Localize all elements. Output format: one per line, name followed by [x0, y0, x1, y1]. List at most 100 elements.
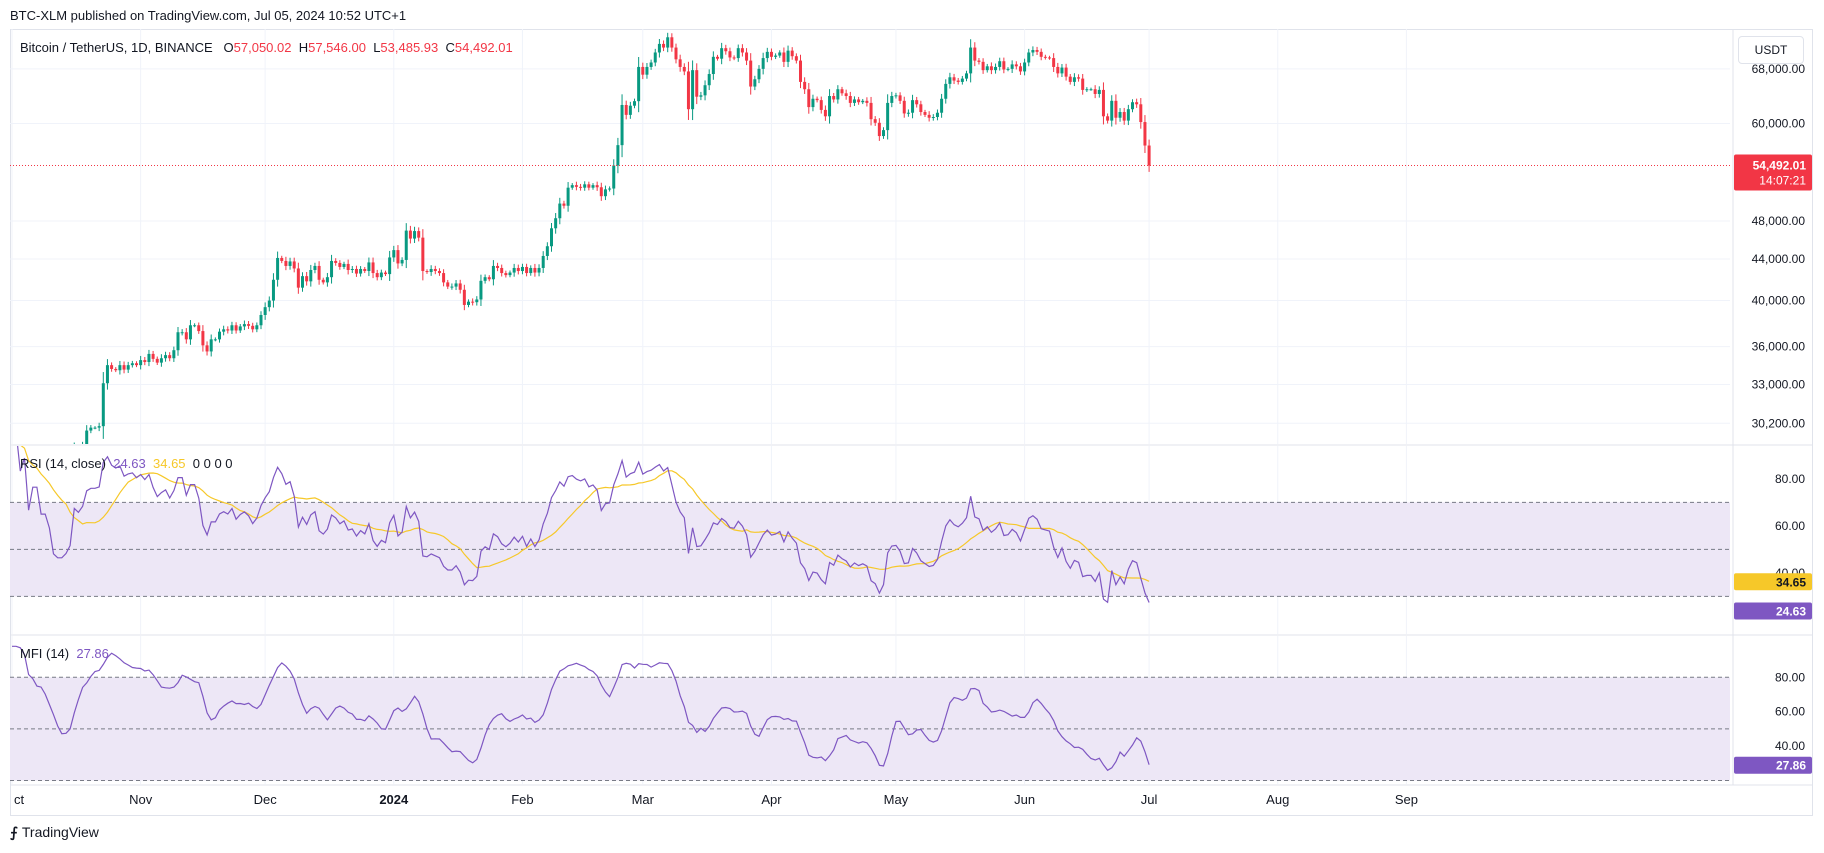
candle-body	[890, 96, 894, 103]
candle-body	[794, 56, 798, 61]
candle-body	[392, 250, 396, 258]
countdown-label: 14:07:21	[1759, 174, 1806, 188]
candle-body	[512, 267, 516, 273]
x-tick-label: Sep	[1395, 792, 1418, 807]
candle-body	[130, 363, 134, 366]
rsi-ma-line	[20, 446, 1150, 582]
close-key: C	[445, 40, 455, 55]
candle-body	[985, 66, 989, 71]
candle-body	[143, 360, 147, 362]
candle-body	[740, 48, 744, 53]
candle-body	[886, 102, 890, 131]
mfi-title: MFI (14)	[20, 646, 70, 661]
candle-body	[840, 89, 844, 94]
candle-body	[296, 268, 300, 288]
candle-body	[176, 332, 180, 351]
candle-body	[247, 324, 251, 326]
x-tick-label: 2024	[379, 792, 409, 807]
candle-body	[1018, 66, 1022, 72]
candle-body	[1027, 52, 1031, 63]
candle-body	[1106, 116, 1110, 121]
candle-body	[699, 95, 703, 97]
candle-body	[388, 257, 392, 275]
candle-body	[657, 43, 661, 53]
candle-body	[898, 95, 902, 101]
low-value: 53,485.93	[380, 40, 439, 55]
candle-body	[475, 299, 479, 303]
rsi-y-tick-label: 60.00	[1775, 519, 1805, 533]
candle-body	[529, 267, 533, 274]
candle-body	[541, 255, 545, 268]
low-key: L	[373, 40, 381, 55]
candle-body	[1131, 102, 1134, 110]
candle-body	[209, 339, 213, 352]
candle-body	[197, 325, 201, 332]
candle-body	[234, 325, 238, 331]
candle-body	[873, 119, 877, 123]
candle-body	[193, 325, 197, 327]
candle-body	[906, 112, 910, 114]
x-tick-label: Nov	[129, 792, 153, 807]
candle-body	[745, 52, 749, 61]
candle-body	[276, 257, 280, 280]
candle-body	[338, 262, 342, 267]
candle-body	[562, 203, 566, 206]
candle-body	[819, 100, 823, 110]
candle-body	[155, 358, 159, 363]
mfi-value: 27.86	[76, 646, 109, 661]
candle-body	[1010, 64, 1014, 69]
candle-body	[479, 280, 483, 300]
candle-body	[159, 358, 163, 363]
candle-body	[707, 74, 711, 86]
candle-body	[989, 66, 993, 71]
candle-body	[429, 268, 433, 273]
candle-body	[790, 50, 794, 57]
candle-body	[1064, 67, 1068, 77]
candle-body	[973, 47, 977, 61]
candle-body	[242, 324, 246, 327]
candle-body	[628, 105, 632, 115]
candle-body	[180, 332, 184, 334]
candle-body	[205, 345, 209, 352]
candle-body	[711, 56, 715, 75]
tradingview-logo[interactable]: ⨍ TradingView	[10, 824, 99, 841]
x-tick-label: ct	[14, 792, 25, 807]
y-tick-label: 36,000.00	[1752, 340, 1806, 354]
candle-body	[769, 51, 773, 57]
candle-body	[267, 300, 271, 308]
candle-body	[255, 325, 259, 330]
candle-body	[1093, 89, 1097, 94]
candle-body	[1101, 89, 1105, 117]
y-tick-label: 44,000.00	[1752, 252, 1806, 266]
candle-body	[599, 187, 603, 197]
candle-body	[313, 265, 317, 270]
candle-body	[1052, 58, 1056, 67]
x-tick-label: Mar	[632, 792, 655, 807]
candle-body	[172, 350, 176, 359]
rsi-badge-label: 24.63	[1776, 604, 1806, 618]
tradingview-brand: TradingView	[21, 824, 99, 840]
rsi-band	[10, 502, 1730, 597]
rsi-title: RSI (14, close)	[20, 456, 106, 471]
candle-body	[1097, 89, 1101, 94]
candle-body	[1068, 76, 1072, 82]
candle-body	[396, 250, 400, 264]
candle-body	[201, 331, 205, 346]
candle-body	[911, 100, 915, 113]
candle-body	[583, 184, 587, 188]
candle-body	[1110, 100, 1114, 121]
candle-body	[749, 60, 753, 87]
candle-body	[188, 325, 192, 340]
currency-button[interactable]: USDT	[1738, 36, 1804, 64]
candle-body	[263, 307, 267, 315]
mfi-lines	[12, 645, 1150, 772]
candle-body	[168, 355, 172, 359]
candle-body	[728, 51, 732, 58]
candle-body	[645, 66, 649, 75]
x-tick-label: Dec	[254, 792, 278, 807]
candle-body	[765, 51, 769, 59]
candle-body	[251, 325, 255, 330]
y-tick-label: 48,000.00	[1752, 214, 1806, 228]
candle-body	[637, 66, 641, 102]
